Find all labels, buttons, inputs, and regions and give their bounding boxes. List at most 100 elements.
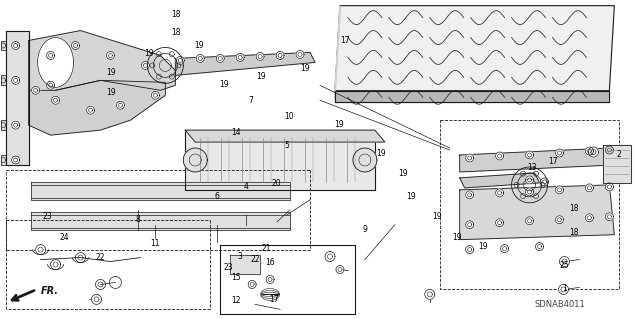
Text: 19: 19 xyxy=(106,68,116,77)
Polygon shape xyxy=(141,62,149,70)
Polygon shape xyxy=(296,50,304,58)
Polygon shape xyxy=(556,216,563,224)
Polygon shape xyxy=(216,55,224,63)
Text: 12: 12 xyxy=(232,296,241,305)
Polygon shape xyxy=(605,146,613,154)
Text: 24: 24 xyxy=(60,233,69,242)
Polygon shape xyxy=(12,76,20,84)
Polygon shape xyxy=(95,279,106,289)
Polygon shape xyxy=(12,41,20,49)
Polygon shape xyxy=(236,54,244,62)
Polygon shape xyxy=(276,51,284,59)
Polygon shape xyxy=(1,75,6,85)
Polygon shape xyxy=(186,130,385,142)
Polygon shape xyxy=(466,246,474,254)
Polygon shape xyxy=(76,253,86,263)
Text: 15: 15 xyxy=(231,272,241,281)
Text: 19: 19 xyxy=(406,191,416,201)
Text: 18: 18 xyxy=(171,11,180,19)
Text: 22: 22 xyxy=(250,255,260,264)
Text: 19: 19 xyxy=(300,64,310,73)
Text: 11: 11 xyxy=(150,239,159,248)
Polygon shape xyxy=(38,38,74,87)
Text: 21: 21 xyxy=(262,244,271,253)
Polygon shape xyxy=(266,276,274,284)
Polygon shape xyxy=(525,217,534,225)
Text: 7: 7 xyxy=(248,96,253,105)
Text: 17: 17 xyxy=(340,36,349,45)
Polygon shape xyxy=(425,289,435,300)
Polygon shape xyxy=(31,182,290,200)
Polygon shape xyxy=(116,101,124,109)
Polygon shape xyxy=(47,81,54,89)
Polygon shape xyxy=(559,285,568,294)
Text: 19: 19 xyxy=(452,233,461,242)
Polygon shape xyxy=(605,213,613,221)
Polygon shape xyxy=(29,80,165,135)
Text: 19: 19 xyxy=(220,80,229,89)
Polygon shape xyxy=(175,52,315,75)
Text: 2: 2 xyxy=(616,150,621,159)
Text: 3: 3 xyxy=(237,252,243,261)
Polygon shape xyxy=(106,51,115,59)
Polygon shape xyxy=(466,191,474,199)
Text: 4: 4 xyxy=(244,182,249,191)
Polygon shape xyxy=(186,130,375,190)
Polygon shape xyxy=(256,52,264,60)
Polygon shape xyxy=(92,294,102,304)
Polygon shape xyxy=(6,31,29,165)
Text: 18: 18 xyxy=(570,228,579,237)
Text: 17: 17 xyxy=(548,157,558,166)
Polygon shape xyxy=(72,41,79,49)
Text: SDNAB4011: SDNAB4011 xyxy=(534,300,585,309)
Polygon shape xyxy=(47,51,54,59)
Polygon shape xyxy=(541,178,548,186)
Polygon shape xyxy=(495,219,504,227)
Polygon shape xyxy=(525,151,534,159)
Text: 5: 5 xyxy=(284,141,289,150)
Polygon shape xyxy=(559,256,570,267)
Polygon shape xyxy=(1,120,6,130)
Polygon shape xyxy=(466,154,474,162)
Polygon shape xyxy=(1,155,6,165)
Polygon shape xyxy=(31,86,40,94)
Text: 19: 19 xyxy=(194,41,204,50)
Text: 19: 19 xyxy=(144,48,154,58)
Text: 1: 1 xyxy=(562,284,567,293)
Polygon shape xyxy=(196,55,204,63)
Polygon shape xyxy=(29,31,175,90)
Text: 19: 19 xyxy=(334,120,344,129)
Polygon shape xyxy=(152,91,159,99)
Text: 19: 19 xyxy=(478,242,488,251)
Polygon shape xyxy=(335,6,340,99)
Text: 18: 18 xyxy=(570,204,579,213)
Polygon shape xyxy=(525,176,534,184)
Polygon shape xyxy=(51,260,61,270)
Text: 19: 19 xyxy=(257,72,266,81)
Polygon shape xyxy=(52,96,60,104)
Polygon shape xyxy=(588,147,598,157)
Polygon shape xyxy=(605,183,613,191)
Polygon shape xyxy=(556,186,563,194)
Polygon shape xyxy=(460,185,614,240)
Polygon shape xyxy=(353,148,377,172)
Text: 19: 19 xyxy=(106,88,116,97)
Text: 20: 20 xyxy=(272,179,282,188)
Polygon shape xyxy=(536,243,543,251)
Text: 23: 23 xyxy=(42,212,52,221)
Polygon shape xyxy=(460,148,614,172)
Text: 25: 25 xyxy=(560,261,570,271)
Polygon shape xyxy=(556,149,563,157)
Text: 16: 16 xyxy=(266,258,275,267)
Polygon shape xyxy=(460,173,540,188)
Polygon shape xyxy=(12,121,20,129)
Text: 14: 14 xyxy=(231,128,241,137)
Text: 17: 17 xyxy=(269,295,279,304)
Polygon shape xyxy=(525,188,534,196)
Polygon shape xyxy=(335,6,614,91)
Polygon shape xyxy=(586,147,593,155)
Text: 9: 9 xyxy=(363,225,368,234)
Polygon shape xyxy=(586,184,593,192)
Text: 22: 22 xyxy=(95,254,105,263)
Text: 18: 18 xyxy=(171,28,180,37)
